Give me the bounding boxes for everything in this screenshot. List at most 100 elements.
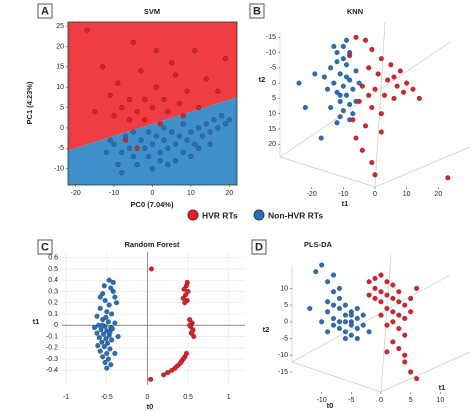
point xyxy=(324,86,331,92)
y-tick-label: 0.5 xyxy=(48,266,58,273)
point xyxy=(402,352,408,358)
point xyxy=(394,83,400,89)
point xyxy=(396,299,402,305)
point xyxy=(334,49,340,56)
point xyxy=(100,331,107,337)
point xyxy=(390,282,396,288)
point xyxy=(101,283,107,289)
point xyxy=(180,121,186,127)
point xyxy=(172,72,179,78)
point xyxy=(169,367,175,373)
point xyxy=(96,335,103,341)
point xyxy=(107,137,113,143)
legend-swatch xyxy=(253,209,265,221)
point xyxy=(381,92,388,98)
y-tick-label: -0.3 xyxy=(46,356,58,363)
point xyxy=(134,109,140,115)
x-tick-label: 10 xyxy=(403,191,411,198)
y-tick-label: -15 xyxy=(266,34,276,41)
point xyxy=(360,312,366,318)
panel-title: PLS-DA xyxy=(304,240,333,249)
point xyxy=(106,302,112,308)
point xyxy=(110,288,116,295)
point xyxy=(362,37,369,43)
point xyxy=(192,47,198,54)
point xyxy=(390,319,396,325)
point xyxy=(350,86,356,92)
point xyxy=(296,80,302,86)
panel-title: SVM xyxy=(144,7,160,16)
y-tick-label: 15 xyxy=(268,126,276,133)
point xyxy=(100,322,106,328)
point xyxy=(384,322,390,328)
panel: 0.6 0.5 0.4 0.3 0.2 0.1 0 -0.1 -0.2 -0.3 -0.4 -1 -0.… xyxy=(33,239,245,411)
legend-swatch xyxy=(187,209,199,221)
z-axis-label: t1 xyxy=(439,383,446,392)
point xyxy=(342,319,349,325)
point xyxy=(222,121,229,127)
point xyxy=(115,162,121,168)
point xyxy=(97,294,103,300)
point xyxy=(219,113,225,119)
point xyxy=(176,100,182,107)
point xyxy=(107,92,113,98)
panel-label: A xyxy=(41,5,49,17)
y-tick-label: 10 xyxy=(56,84,64,91)
point xyxy=(321,74,327,80)
point xyxy=(330,272,337,278)
point xyxy=(126,96,133,103)
point xyxy=(109,337,115,343)
point xyxy=(184,279,190,286)
x-tick-label: 20 xyxy=(434,191,442,198)
y-tick-label: 0.1 xyxy=(48,311,58,318)
point xyxy=(378,272,384,278)
x-tick-label: -20 xyxy=(307,191,317,198)
point xyxy=(334,59,340,65)
point xyxy=(180,149,186,156)
point xyxy=(302,104,308,111)
point xyxy=(187,322,193,328)
point xyxy=(149,141,156,147)
point xyxy=(112,350,118,357)
point xyxy=(307,305,313,312)
point xyxy=(336,285,343,292)
y-tick-label: 20 xyxy=(56,43,64,50)
point xyxy=(325,309,331,315)
y-tick-label: 5 xyxy=(60,104,64,111)
point xyxy=(103,149,110,156)
point xyxy=(390,295,396,302)
point xyxy=(343,62,350,68)
point xyxy=(336,319,343,325)
point xyxy=(165,162,171,168)
point xyxy=(378,312,384,318)
region xyxy=(68,22,237,151)
point xyxy=(130,153,136,160)
x-tick-label: -5 xyxy=(348,397,354,404)
y-tick-label: -0.2 xyxy=(46,345,58,352)
point xyxy=(104,309,110,315)
point xyxy=(402,332,408,338)
point xyxy=(318,135,324,141)
x-axis-label: t0 xyxy=(327,401,334,410)
point xyxy=(189,329,195,335)
panel-title: Random Forest xyxy=(124,240,180,249)
point xyxy=(103,336,109,342)
x-tick-label: 0.5 xyxy=(183,394,193,401)
point xyxy=(102,297,108,304)
point xyxy=(359,147,365,153)
point xyxy=(313,269,319,275)
point xyxy=(340,43,346,50)
point xyxy=(148,376,154,382)
point xyxy=(101,344,107,350)
point xyxy=(98,327,104,333)
point xyxy=(391,95,397,101)
point xyxy=(115,80,121,86)
x-tick-label: 1 xyxy=(227,394,231,401)
y-tick-label: 10 xyxy=(268,111,276,118)
point xyxy=(112,294,118,300)
point xyxy=(110,279,116,286)
point xyxy=(130,129,136,135)
point xyxy=(91,324,98,331)
point xyxy=(350,111,356,117)
point xyxy=(149,104,156,111)
